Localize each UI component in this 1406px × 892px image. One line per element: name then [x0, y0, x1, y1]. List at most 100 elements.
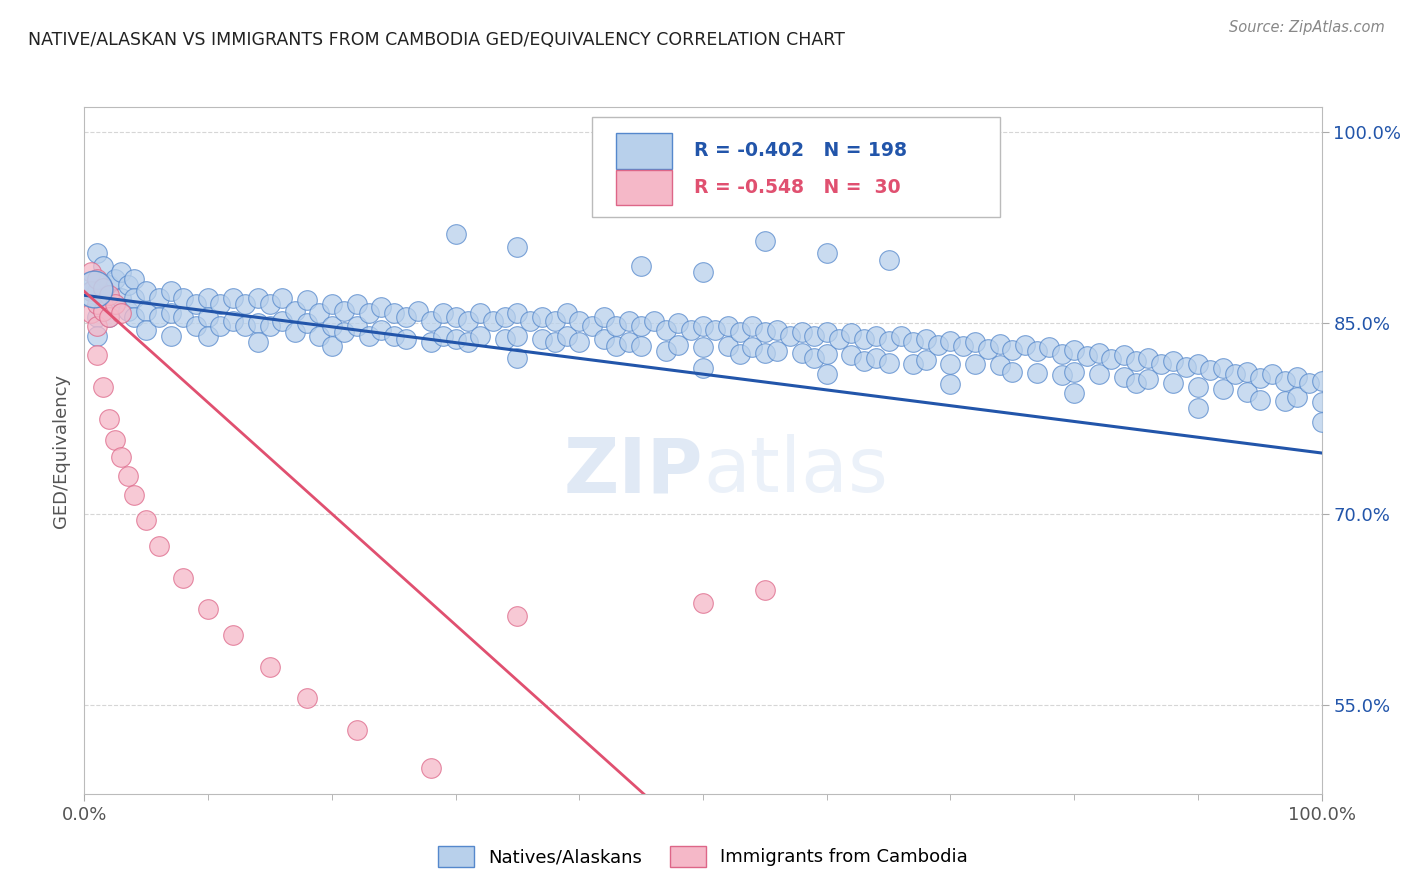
Point: [543, 314, 565, 328]
Point: [1099, 351, 1122, 366]
Point: [110, 291, 132, 305]
Point: [357, 306, 380, 320]
Point: [246, 335, 269, 350]
Point: [1223, 367, 1246, 381]
Point: [1212, 383, 1234, 397]
Point: [197, 329, 219, 343]
Point: [1187, 380, 1209, 394]
Point: [877, 356, 900, 370]
Point: [1212, 360, 1234, 375]
Point: [630, 318, 652, 333]
Point: [172, 291, 194, 305]
Point: [98, 278, 121, 293]
Point: [135, 323, 157, 337]
Point: [965, 357, 987, 371]
Point: [122, 291, 145, 305]
Point: [519, 314, 541, 328]
Text: R = -0.402   N = 198: R = -0.402 N = 198: [695, 142, 907, 161]
Point: [952, 339, 974, 353]
Point: [605, 318, 627, 333]
Point: [222, 314, 245, 328]
Point: [1112, 369, 1135, 384]
Point: [1001, 343, 1024, 357]
Point: [1249, 371, 1271, 385]
Point: [728, 325, 751, 339]
Point: [1236, 365, 1258, 379]
Point: [117, 469, 139, 483]
Point: [506, 351, 529, 365]
Point: [79, 265, 101, 279]
Point: [333, 325, 356, 339]
Point: [160, 285, 183, 299]
Point: [939, 334, 962, 348]
Point: [1161, 376, 1184, 390]
Point: [98, 288, 121, 302]
Point: [395, 310, 418, 324]
Point: [877, 334, 900, 348]
Point: [1310, 374, 1333, 388]
Point: [568, 314, 591, 328]
Point: [815, 347, 838, 361]
Point: [741, 340, 763, 354]
Point: [692, 318, 714, 333]
Point: [555, 306, 578, 320]
Point: [605, 339, 627, 353]
Point: [617, 335, 640, 350]
Point: [741, 318, 763, 333]
Point: [357, 329, 380, 343]
Text: Source: ZipAtlas.com: Source: ZipAtlas.com: [1229, 20, 1385, 35]
Point: [104, 297, 127, 311]
Point: [643, 314, 665, 328]
Point: [444, 227, 467, 242]
Point: [593, 310, 616, 324]
Point: [346, 297, 368, 311]
Point: [259, 297, 281, 311]
Point: [104, 271, 127, 285]
Point: [988, 358, 1011, 372]
Point: [903, 357, 925, 371]
Point: [506, 240, 529, 254]
Point: [581, 318, 603, 333]
Point: [259, 659, 281, 673]
Point: [506, 329, 529, 343]
Point: [903, 335, 925, 350]
Point: [692, 596, 714, 610]
Point: [1274, 374, 1296, 388]
Point: [655, 344, 678, 359]
Point: [91, 303, 114, 318]
Point: [135, 285, 157, 299]
Point: [160, 329, 183, 343]
Point: [666, 316, 689, 330]
Point: [1161, 354, 1184, 368]
Point: [91, 285, 114, 299]
Point: [91, 303, 114, 318]
Point: [79, 306, 101, 320]
Point: [197, 291, 219, 305]
Point: [1063, 386, 1085, 401]
Point: [308, 306, 330, 320]
Point: [766, 323, 789, 337]
Point: [233, 318, 256, 333]
Point: [692, 360, 714, 375]
Point: [1274, 393, 1296, 408]
Point: [209, 297, 232, 311]
Point: [197, 310, 219, 324]
Point: [1285, 390, 1308, 404]
Point: [79, 285, 101, 299]
Point: [506, 608, 529, 623]
FancyBboxPatch shape: [592, 118, 1000, 217]
Point: [1137, 372, 1160, 386]
Point: [728, 347, 751, 361]
Point: [593, 332, 616, 346]
Point: [555, 329, 578, 343]
Point: [135, 303, 157, 318]
Point: [890, 329, 912, 343]
Point: [717, 318, 740, 333]
Point: [110, 306, 132, 320]
Point: [815, 246, 838, 260]
Point: [308, 329, 330, 343]
Point: [321, 318, 343, 333]
Point: [98, 310, 121, 324]
Point: [346, 318, 368, 333]
Y-axis label: GED/Equivalency: GED/Equivalency: [52, 374, 70, 527]
